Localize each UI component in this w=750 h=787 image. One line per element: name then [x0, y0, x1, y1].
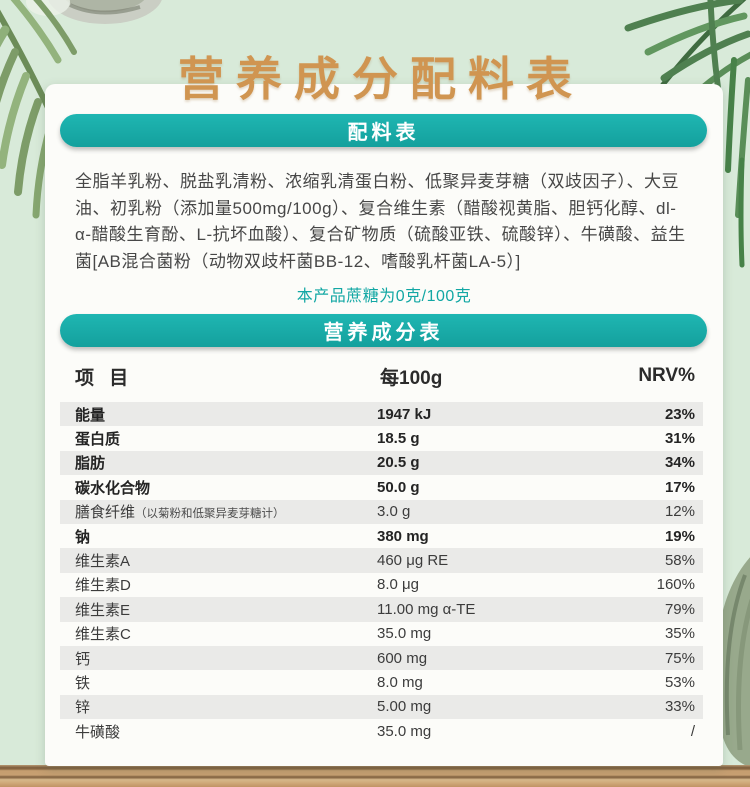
- nutrient-amount-cell: 380 mg: [377, 527, 429, 545]
- nutrient-amount-cell: 1947 kJ: [377, 405, 432, 423]
- nutrient-name-cell: 蛋白质: [75, 431, 121, 449]
- nutrient-name-cell: 维生素E: [75, 601, 131, 619]
- nutrient-name-cell: 能量: [75, 406, 106, 424]
- nutrient-nrv-cell: 12%: [664, 503, 695, 521]
- nutrient-nrv-cell: 33%: [664, 698, 695, 716]
- nutrient-amount-cell: 8.0 mg: [377, 673, 423, 691]
- label-card: 配料表 全脂羊乳粉、脱盐乳清粉、浓缩乳清蛋白粉、低聚异麦芽糖（双歧因子）、大豆油…: [45, 84, 723, 766]
- nutrient-amount-cell: 50.0 g: [377, 478, 420, 496]
- column-header-nrv: NRV%: [638, 365, 695, 386]
- nutrient-name-cell: 脂肪: [75, 455, 106, 473]
- nutrition-table-row: 能量 1947 kJ 23%: [60, 402, 703, 427]
- nutrient-nrv-cell: 35%: [664, 625, 695, 643]
- milk-can-top: [26, 0, 162, 24]
- nutrient-name-cell: 钙: [75, 650, 91, 668]
- nutrient-amount-cell: 600 mg: [377, 649, 428, 667]
- nutrient-name-cell: 维生素A: [75, 553, 131, 571]
- nutrition-table-row: 碳水化合物 50.0 g 17%: [60, 475, 703, 499]
- nutrient-nrv-cell: 160%: [656, 576, 695, 594]
- nutrition-table-row: 牛磺酸 35.0 mg /: [60, 719, 703, 743]
- nutrition-table-row: 锌 5.00 mg 33%: [60, 694, 703, 720]
- nutrition-table-row: 维生素A 460 μg RE 58%: [60, 548, 703, 573]
- nutrition-table-row: 脂肪 20.5 g 34%: [60, 450, 703, 476]
- nutrient-amount-cell: 35.0 mg: [377, 722, 432, 740]
- palm-frond-top-right: [624, 0, 750, 268]
- nutrient-name-cell: 碳水化合物: [75, 479, 151, 497]
- ingredients-header-bar: 配料表: [60, 114, 707, 147]
- nutrient-amount-cell: 11.00 mg α-TE: [377, 600, 476, 618]
- nutrient-nrv-cell: 53%: [664, 673, 695, 691]
- nutrient-nrv-cell: 31%: [664, 430, 695, 448]
- nutrient-name-cell: 牛磺酸: [75, 723, 121, 741]
- ingredients-header-label: 配料表: [347, 122, 420, 144]
- nutrient-name-cell: 膳食纤维（以菊粉和低聚异麦芽糖计）: [75, 504, 285, 522]
- nutrient-amount-cell: 18.5 g: [377, 430, 420, 448]
- nutrition-table-row: 维生素D 8.0 μg 160%: [60, 573, 703, 597]
- nutrition-table-row: 维生素E 11.00 mg α-TE 79%: [60, 597, 703, 622]
- nutrient-name-cell: 锌: [75, 699, 91, 717]
- nutrient-nrv-cell: 23%: [664, 405, 695, 423]
- nutrient-nrv-cell: 79%: [664, 600, 695, 618]
- leaf-bottom-right: [715, 557, 750, 768]
- nutrient-amount-cell: 3.0 g: [377, 503, 411, 521]
- nutrition-table-header: 项 目 每100g NRV%: [60, 360, 703, 392]
- nutrient-amount-cell: 8.0 μg: [377, 576, 420, 594]
- nutrition-header-bar: 营养成分表: [60, 314, 707, 347]
- nutrient-nrv-cell: 17%: [664, 478, 695, 496]
- nutrient-name-cell: 铁: [75, 674, 91, 692]
- ingredients-text: 全脂羊乳粉、脱盐乳清粉、浓缩乳清蛋白粉、低聚异麦芽糖（双歧因子）、大豆油、初乳粉…: [75, 172, 686, 271]
- nutrient-amount-cell: 35.0 mg: [377, 625, 432, 643]
- nutrient-nrv-cell: 19%: [664, 527, 695, 545]
- nutrient-amount-cell: 5.00 mg: [377, 698, 432, 716]
- nutrition-table-row: 维生素C 35.0 mg 35%: [60, 622, 703, 646]
- nutrition-header-label: 营养成分表: [323, 322, 444, 344]
- nutrient-amount-cell: 20.5 g: [377, 454, 420, 472]
- column-header-item: 项 目: [75, 367, 134, 389]
- nutrient-nrv-cell: 34%: [664, 454, 695, 472]
- sucrose-note: 本产品蔗糖为0克/100克: [296, 288, 472, 305]
- nutrient-name-cell: 维生素C: [75, 626, 131, 644]
- wood-table-strip: [0, 765, 750, 787]
- nutrient-name-cell: 维生素D: [75, 577, 131, 595]
- nutrition-table-row: 钙 600 mg 75%: [60, 645, 703, 671]
- nutrient-nrv-cell: 58%: [664, 552, 695, 570]
- nutrition-table-row: 钠 380 mg 19%: [60, 524, 703, 548]
- nutrient-name-cell: 钠: [75, 528, 91, 546]
- nutrition-table-row: 蛋白质 18.5 g 31%: [60, 426, 703, 450]
- nutrition-table-row: 膳食纤维（以菊粉和低聚异麦芽糖计） 3.0 g 12%: [60, 499, 703, 524]
- nutrient-nrv-cell: 75%: [664, 649, 695, 667]
- page-title: 营养成分配料表: [178, 52, 584, 105]
- nutrient-amount-cell: 460 μg RE: [377, 552, 449, 570]
- nutrition-table-body: 能量 1947 kJ 23% 蛋白质 18.5 g 31% 脂肪 20.5 g …: [60, 402, 703, 743]
- nutrient-nrv-cell: /: [690, 722, 695, 740]
- column-header-per100g: 每100g: [380, 367, 443, 389]
- nutrition-table-row: 铁 8.0 mg 53%: [60, 670, 703, 694]
